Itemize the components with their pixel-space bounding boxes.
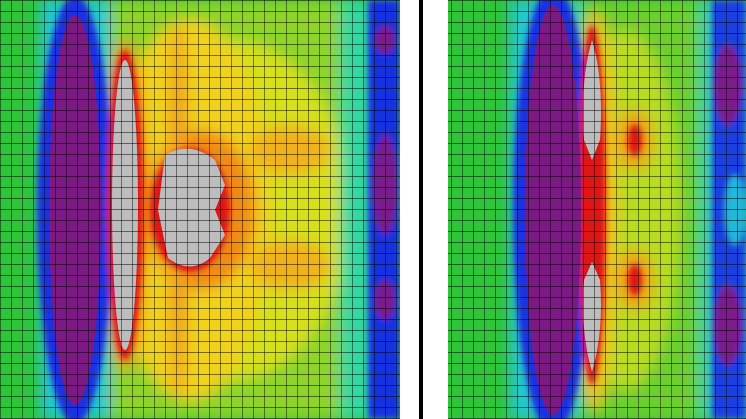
divider: [419, 0, 423, 419]
left-panel: [0, 0, 400, 419]
mesh-grid: [448, 0, 746, 419]
right-panel: [448, 0, 746, 419]
mesh-grid: [0, 0, 400, 419]
